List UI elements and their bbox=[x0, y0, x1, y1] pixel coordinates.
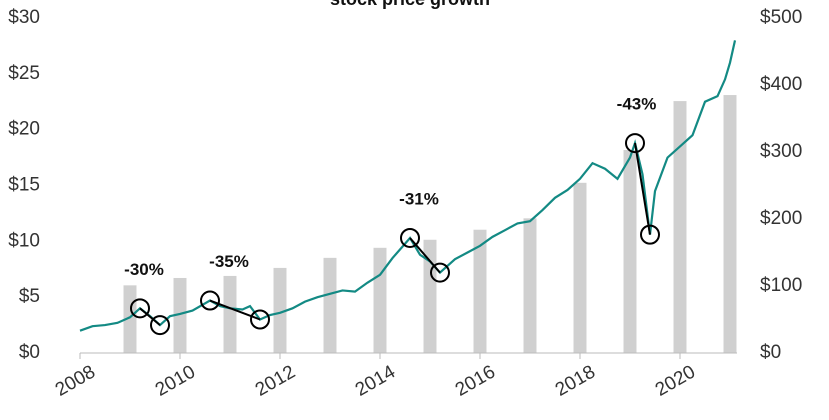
x-tick-label: 2012 bbox=[252, 361, 299, 400]
x-tick-label: 2016 bbox=[452, 361, 499, 400]
bar bbox=[473, 229, 487, 353]
bar bbox=[673, 101, 687, 353]
drawdown-line bbox=[409, 237, 441, 274]
annotation-label: -30% bbox=[124, 260, 164, 279]
y2-tick-label: $400 bbox=[760, 74, 802, 95]
y-tick-label: $5 bbox=[19, 286, 40, 307]
x-tick-label: 2018 bbox=[552, 361, 599, 400]
drawdown-point bbox=[200, 290, 220, 311]
annotation-label: -35% bbox=[209, 252, 249, 271]
bar bbox=[223, 275, 237, 353]
x-tick-label: 2010 bbox=[152, 361, 199, 400]
bar bbox=[723, 95, 737, 354]
bar bbox=[573, 182, 587, 353]
drawdown-point bbox=[640, 224, 660, 245]
y2-tick-label: $200 bbox=[760, 208, 802, 229]
y2-tick-label: $100 bbox=[760, 275, 802, 296]
drawdown-point bbox=[430, 262, 450, 283]
drawdown-point bbox=[150, 315, 170, 336]
price-line bbox=[79, 40, 737, 332]
bar bbox=[273, 267, 287, 353]
drawdown-line bbox=[634, 142, 651, 235]
y-tick-label: $20 bbox=[8, 119, 40, 140]
y-tick-label: $0 bbox=[19, 342, 40, 363]
y2-tick-label: $500 bbox=[760, 7, 802, 28]
bar bbox=[323, 257, 337, 353]
drawdown-point bbox=[130, 298, 150, 319]
drawdown-line bbox=[139, 307, 161, 326]
y-tick-label: $15 bbox=[8, 175, 40, 196]
y2-tick-label: $0 bbox=[760, 342, 781, 363]
drawdown-point bbox=[250, 309, 270, 330]
y-tick-label: $10 bbox=[8, 230, 40, 251]
annotation-label: -43% bbox=[617, 95, 657, 114]
x-tick-label: 2008 bbox=[52, 361, 99, 400]
bar bbox=[373, 247, 387, 353]
bar bbox=[623, 149, 637, 353]
x-tick-label: 2014 bbox=[352, 361, 399, 401]
chart-title: stock price growth bbox=[330, 0, 490, 9]
drawdown-point bbox=[625, 133, 645, 154]
drawdown-point bbox=[400, 227, 420, 248]
y-tick-label: $25 bbox=[8, 63, 40, 84]
y-tick-label: $30 bbox=[8, 7, 40, 28]
annotation-label: -31% bbox=[399, 189, 439, 208]
bar bbox=[173, 277, 187, 353]
x-tick-label: 2020 bbox=[652, 361, 699, 400]
bar bbox=[523, 218, 537, 353]
y2-tick-label: $300 bbox=[760, 141, 802, 162]
